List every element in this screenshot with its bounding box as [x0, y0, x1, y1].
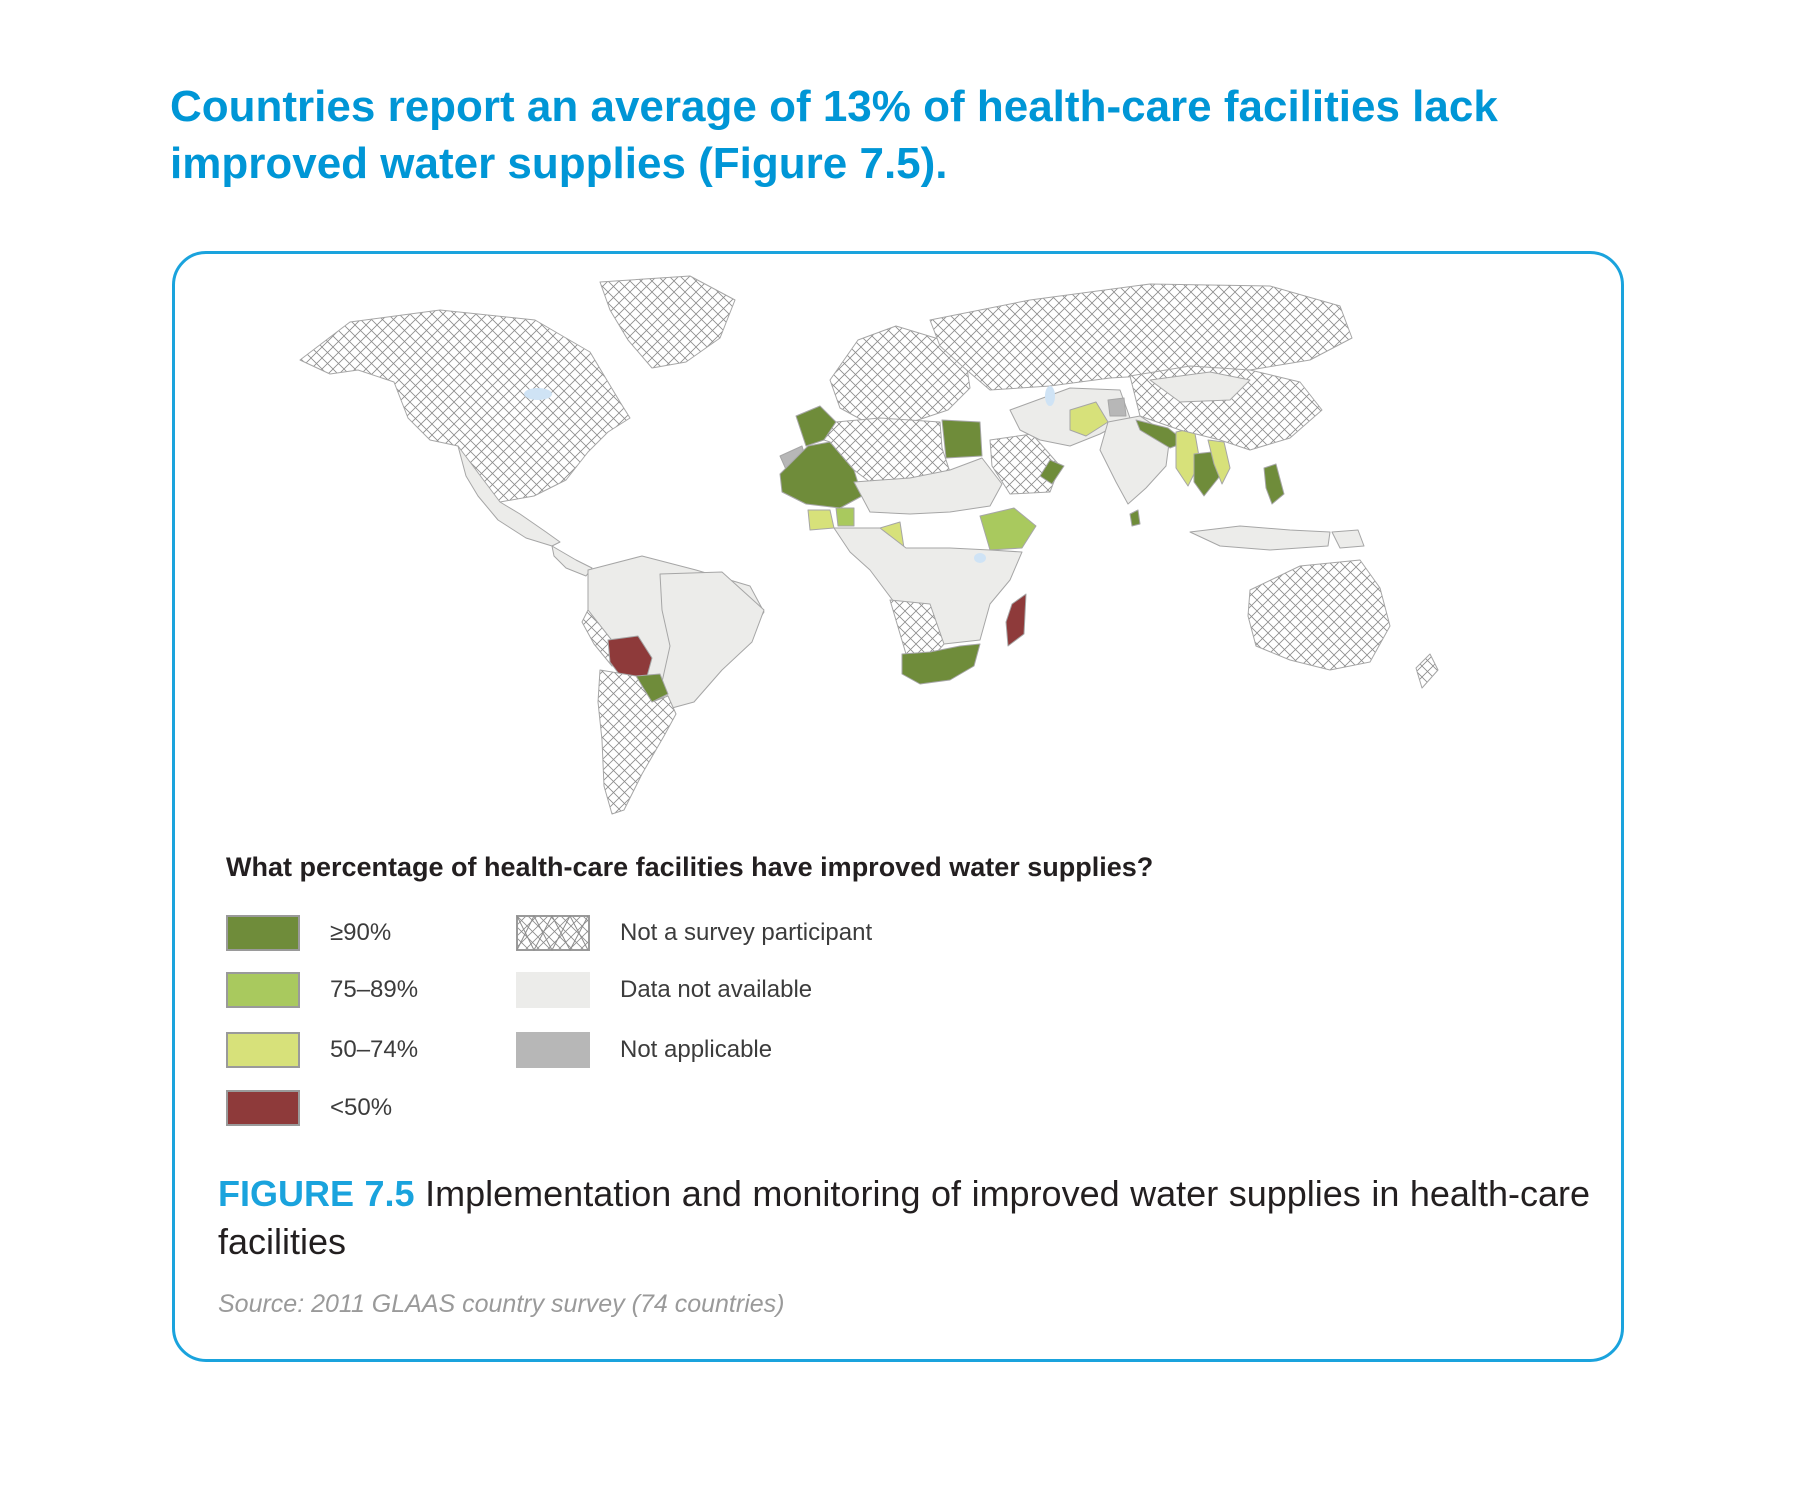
lake-caspian: [1045, 386, 1055, 406]
source-note: Source: 2011 GLAAS country survey (74 co…: [218, 1290, 785, 1318]
legend-swatch-data-not-available: [516, 972, 590, 1008]
legend-label-below-50: <50%: [330, 1094, 393, 1121]
legend-swatch-75-89: [226, 972, 300, 1008]
region-ethiopia: [979, 507, 1037, 551]
region-sahel: [853, 457, 1003, 515]
region-madagascar: [1005, 593, 1027, 647]
world-map: [299, 275, 1439, 815]
legend-label-90-plus: ≥90%: [330, 919, 392, 946]
page-headline: Countries report an average of 13% of he…: [170, 82, 1498, 188]
region-sri-lanka: [1129, 509, 1141, 527]
region-europe: [829, 325, 971, 427]
region-ghana: [835, 507, 855, 527]
region-indonesia: [1189, 525, 1331, 551]
legend-swatch-not-participant: [516, 915, 590, 951]
region-afghanistan: [1069, 401, 1109, 437]
legend-swatch-90-plus: [226, 915, 300, 951]
region-oman: [1039, 459, 1065, 485]
region-kashmir: [1107, 397, 1127, 417]
figure-label: FIGURE 7.5: [218, 1173, 415, 1214]
region-south-africa: [901, 643, 981, 685]
region-greenland: [599, 275, 736, 369]
legend-label-data-not-available: Data not available: [620, 976, 813, 1003]
legend-swatch-not-applicable: [516, 1032, 590, 1068]
region-southern-cone: [597, 669, 677, 815]
legend-label-75-89: 75–89%: [330, 976, 419, 1003]
region-north-america: [299, 309, 631, 503]
figure-frame: [172, 251, 1624, 1362]
figure-caption-text: Implementation and monitoring of improve…: [218, 1173, 1590, 1262]
region-brazil: [659, 571, 765, 709]
region-egypt: [941, 419, 983, 459]
region-australia: [1247, 559, 1391, 671]
region-cote-divoire: [807, 509, 835, 531]
legend-label-50-74: 50–74%: [330, 1036, 419, 1063]
region-new-zealand: [1415, 653, 1439, 689]
legend-swatch-50-74: [226, 1032, 300, 1068]
region-laos-vietnam: [1207, 439, 1231, 485]
region-philippines: [1263, 463, 1285, 505]
region-papua-new-guinea: [1331, 529, 1365, 549]
figure-caption: FIGURE 7.5 Implementation and monitoring…: [218, 1170, 1590, 1266]
legend-label-not-applicable: Not applicable: [620, 1036, 773, 1063]
region-central-america: [551, 545, 593, 577]
lake-great-lakes: [524, 388, 552, 400]
lake-victoria: [974, 553, 986, 563]
legend-swatch-below-50: [226, 1090, 300, 1126]
region-mongolia: [1149, 371, 1251, 403]
legend-label-not-participant: Not a survey participant: [620, 919, 873, 946]
legend-title: What percentage of health-care facilitie…: [226, 852, 1154, 882]
